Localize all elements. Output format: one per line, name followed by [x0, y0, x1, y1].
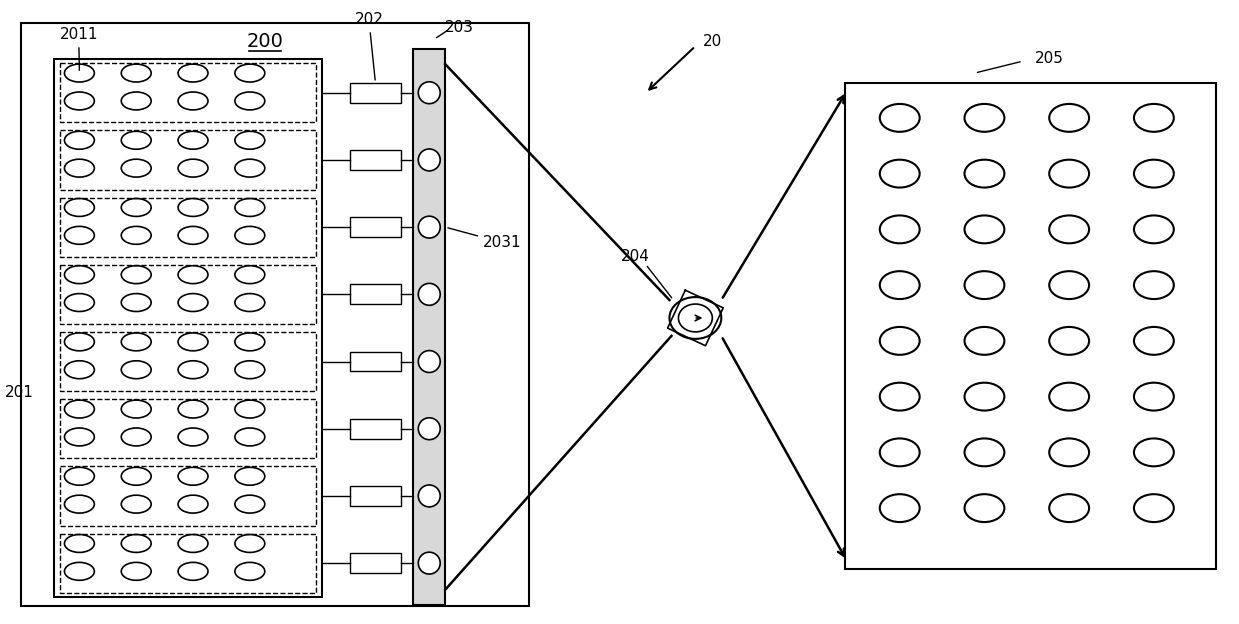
Bar: [61, 265, 316, 324]
Bar: [349, 150, 401, 170]
Text: 20: 20: [704, 34, 722, 49]
Bar: [414, 49, 445, 605]
Text: 2031: 2031: [447, 228, 522, 250]
Ellipse shape: [419, 149, 440, 171]
Bar: [21, 23, 529, 606]
Bar: [349, 83, 401, 103]
Ellipse shape: [419, 351, 440, 373]
Ellipse shape: [419, 552, 440, 574]
Polygon shape: [668, 290, 724, 346]
Bar: [349, 217, 401, 237]
Bar: [61, 534, 316, 593]
Bar: [55, 59, 322, 597]
Bar: [61, 399, 316, 459]
Ellipse shape: [419, 418, 440, 440]
Bar: [349, 419, 401, 439]
Text: 202: 202: [354, 12, 383, 80]
Bar: [349, 486, 401, 506]
Bar: [61, 332, 316, 391]
Bar: [845, 83, 1215, 569]
Bar: [61, 63, 316, 122]
Ellipse shape: [419, 82, 440, 104]
Ellipse shape: [419, 283, 440, 305]
Ellipse shape: [419, 485, 440, 507]
Text: 200: 200: [247, 32, 284, 51]
Bar: [349, 351, 401, 371]
Text: 201: 201: [5, 385, 33, 400]
Text: 205: 205: [1035, 51, 1063, 66]
Bar: [349, 553, 401, 573]
Bar: [61, 466, 316, 525]
Bar: [61, 130, 316, 190]
Text: 2011: 2011: [59, 27, 98, 71]
Ellipse shape: [419, 216, 440, 238]
Text: 203: 203: [445, 20, 473, 35]
Bar: [349, 285, 401, 305]
Bar: [61, 198, 316, 256]
Text: 204: 204: [621, 249, 650, 264]
